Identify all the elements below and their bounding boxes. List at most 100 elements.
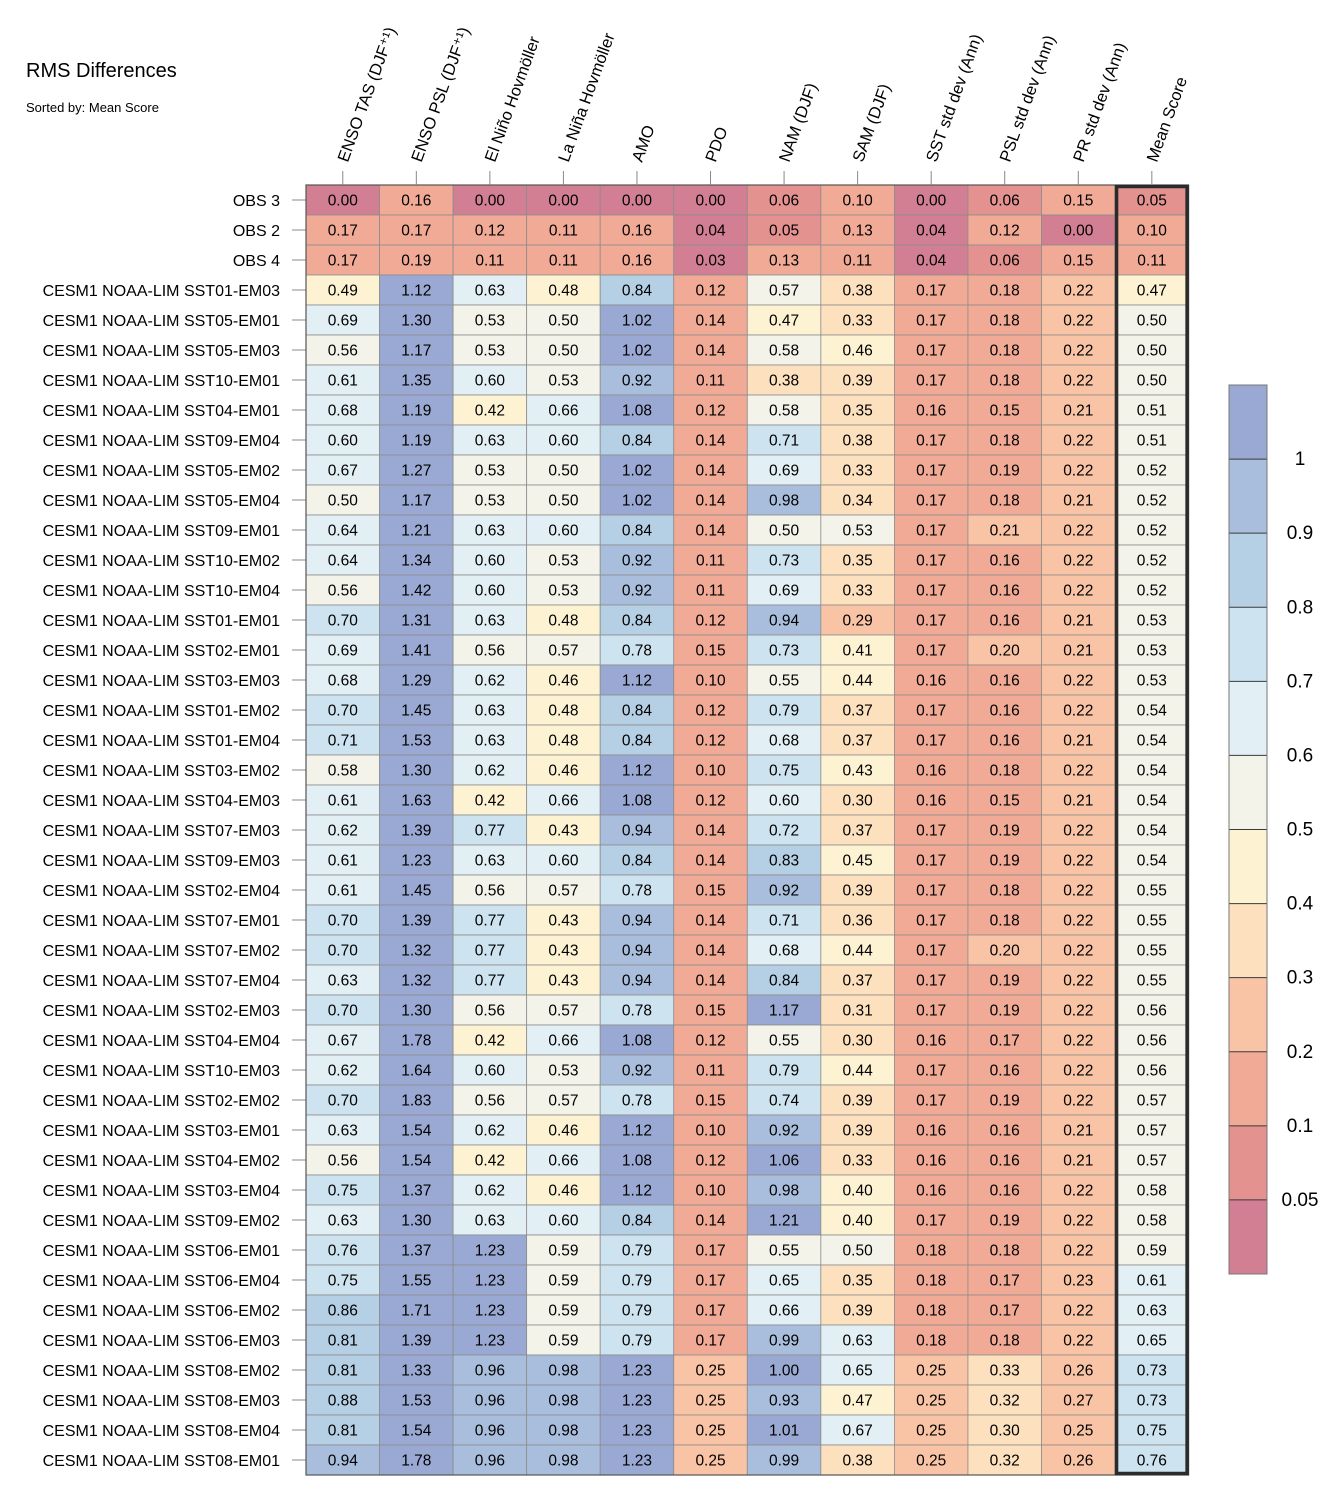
cell-value-label: 0.00 <box>622 193 653 210</box>
cell-value-label: 1.17 <box>401 343 431 360</box>
heatmap-cell <box>894 1354 969 1386</box>
cell-value-label: 0.96 <box>475 1393 505 1410</box>
row-label: CESM1 NOAA-LIM SST06-EM01 <box>43 1243 281 1260</box>
cell-value-label: 0.37 <box>843 733 873 750</box>
heatmap-cell <box>820 1204 895 1236</box>
heatmap-cell <box>1041 1114 1116 1146</box>
cell-value-label: 1.17 <box>401 493 431 510</box>
heatmap-cell <box>746 754 822 786</box>
cell-value-label: 0.22 <box>1063 1333 1093 1350</box>
cell-value-label: 0.21 <box>1063 1153 1093 1170</box>
cell-value-label: 0.10 <box>843 193 874 210</box>
cell-value-label: 0.17 <box>328 253 358 270</box>
heatmap-cell <box>894 544 969 576</box>
cell-value-label: 0.11 <box>696 373 725 390</box>
heatmap-cell <box>894 1234 969 1266</box>
cell-value-label: 0.67 <box>328 463 358 480</box>
heatmap-cell <box>746 364 822 396</box>
heatmap-cell <box>1114 904 1190 936</box>
cell-value-label: 0.92 <box>622 553 652 570</box>
heatmap-cell <box>820 1414 895 1446</box>
cell-value-label: 0.18 <box>916 1273 946 1290</box>
cell-value-label: 0.93 <box>769 1393 799 1410</box>
cell-value-label: 0.59 <box>548 1333 578 1350</box>
cell-value-label: 0.55 <box>1137 973 1167 990</box>
cell-value-label: 0.17 <box>695 1273 725 1290</box>
cell-value-label: 1.39 <box>401 913 431 930</box>
row-label: CESM1 NOAA-LIM SST05-EM04 <box>43 493 281 510</box>
cell-value-label: 1.39 <box>401 823 431 840</box>
table-row: 0.56 1.54 0.42 0.66 1.08 0.12 1.06 0.33 0.16 0.16… <box>43 1144 1190 1176</box>
colorbar-segment <box>1229 755 1267 830</box>
cell-value-label: 1.08 <box>622 1033 652 1050</box>
heatmap-cell <box>526 1234 601 1266</box>
row-label: CESM1 NOAA-LIM SST03-EM04 <box>43 1183 281 1200</box>
heatmap-cell <box>305 904 380 936</box>
cell-value-label: 0.79 <box>622 1303 652 1320</box>
cell-value-label: 0.94 <box>328 1453 359 1470</box>
cell-value-label: 0.79 <box>622 1333 652 1350</box>
cell-value-label: 1.12 <box>401 283 431 300</box>
heatmap-cell <box>894 214 969 246</box>
heatmap-cell <box>967 514 1042 546</box>
cell-value-label: 0.39 <box>843 883 873 900</box>
chart-subtitle: Sorted by: Mean Score <box>26 100 159 115</box>
row-label: CESM1 NOAA-LIM SST01-EM02 <box>43 703 281 720</box>
heatmap-cell <box>379 244 454 276</box>
cell-value-label: 0.48 <box>548 733 578 750</box>
cell-value-label: 0.17 <box>916 493 946 510</box>
heatmap-cell <box>1114 1354 1190 1386</box>
cell-value-label: 0.15 <box>990 793 1020 810</box>
heatmap-cell <box>746 1324 822 1356</box>
heatmap-cell <box>820 1444 895 1476</box>
cell-value-label: 0.63 <box>328 1213 358 1230</box>
cell-value-label: 0.22 <box>1063 583 1093 600</box>
cell-value-label: 0.12 <box>695 1033 725 1050</box>
heatmap-cell <box>894 514 969 546</box>
cell-value-label: 0.17 <box>916 613 946 630</box>
heatmap-cell <box>820 1174 895 1206</box>
heatmap-cell <box>1114 214 1190 246</box>
cell-value-label: 0.00 <box>548 193 579 210</box>
cell-value-label: 0.17 <box>916 1093 946 1110</box>
table-row: 0.81 1.33 0.96 0.98 1.23 0.25 1.00 0.65 0.25 0.33… <box>43 1354 1190 1386</box>
cell-value-label: 0.57 <box>769 283 799 300</box>
heatmap-cell <box>820 694 895 726</box>
heatmap-cell <box>967 1414 1042 1446</box>
heatmap-cell <box>967 1114 1042 1146</box>
heatmap-cell <box>1041 724 1116 756</box>
cell-value-label: 0.75 <box>328 1273 358 1290</box>
cell-value-label: 0.04 <box>695 223 726 240</box>
heatmap-cell <box>379 484 454 516</box>
cell-value-label: 0.88 <box>328 1393 358 1410</box>
cell-value-label: 0.17 <box>916 283 946 300</box>
table-row: 0.67 1.78 0.42 0.66 1.08 0.12 0.55 0.30 0.16 0.17… <box>43 1024 1190 1056</box>
cell-value-label: 0.33 <box>843 1153 873 1170</box>
table-row: 0.86 1.71 1.23 0.59 0.79 0.17 0.66 0.39 0.18 0.17… <box>43 1294 1190 1326</box>
heatmap-cell <box>379 1024 454 1056</box>
cell-value-label: 0.26 <box>1063 1363 1093 1380</box>
heatmap-cell <box>820 334 895 366</box>
row-label: CESM1 NOAA-LIM SST08-EM03 <box>43 1393 281 1410</box>
row-label: CESM1 NOAA-LIM SST02-EM03 <box>43 1003 281 1020</box>
cell-value-label: 0.57 <box>548 1003 578 1020</box>
row-label: CESM1 NOAA-LIM SST03-EM01 <box>43 1123 281 1140</box>
cell-value-label: 0.17 <box>916 583 946 600</box>
heatmap-cell <box>526 604 601 636</box>
cell-value-label: 0.12 <box>475 223 505 240</box>
cell-value-label: 0.33 <box>843 463 873 480</box>
heatmap-cell <box>526 424 601 456</box>
heatmap-cell <box>1041 604 1116 636</box>
cell-value-label: 0.15 <box>695 643 725 660</box>
heatmap-cell <box>820 1294 895 1326</box>
heatmap-cell <box>1041 1324 1116 1356</box>
heatmap-cell <box>820 1054 895 1086</box>
heatmap-cell <box>673 1114 748 1146</box>
cell-value-label: 0.12 <box>695 1153 725 1170</box>
cell-value-label: 0.41 <box>843 643 873 660</box>
heatmap-cell <box>526 784 601 816</box>
cell-value-label: 0.54 <box>1137 703 1168 720</box>
cell-value-label: 1.02 <box>622 313 652 330</box>
heatmap-cell <box>379 454 454 486</box>
cell-value-label: 0.16 <box>401 193 431 210</box>
